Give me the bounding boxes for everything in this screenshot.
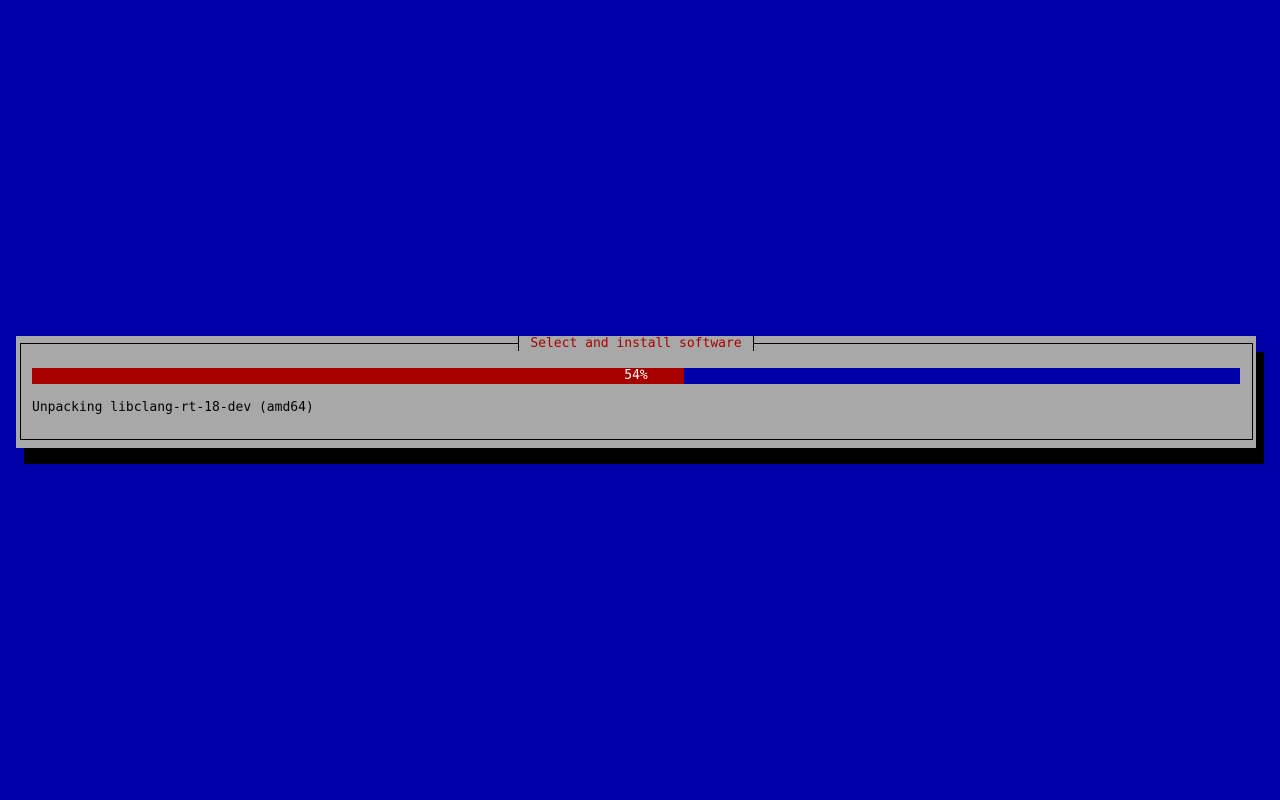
dialog-shadow-right xyxy=(1256,352,1264,464)
progress-dialog: Select and install software 54% Unpackin… xyxy=(16,336,1256,448)
dialog-title-bar: Select and install software xyxy=(16,336,1256,352)
progress-bar: 54% xyxy=(32,368,1240,384)
status-text: Unpacking libclang-rt-18-dev (amd64) xyxy=(32,400,314,415)
dialog-shadow xyxy=(24,448,1264,464)
dialog-frame xyxy=(20,343,1253,440)
dialog-title: Select and install software xyxy=(518,336,754,351)
progress-percent: 54% xyxy=(624,368,648,383)
progress-fill xyxy=(32,368,685,384)
